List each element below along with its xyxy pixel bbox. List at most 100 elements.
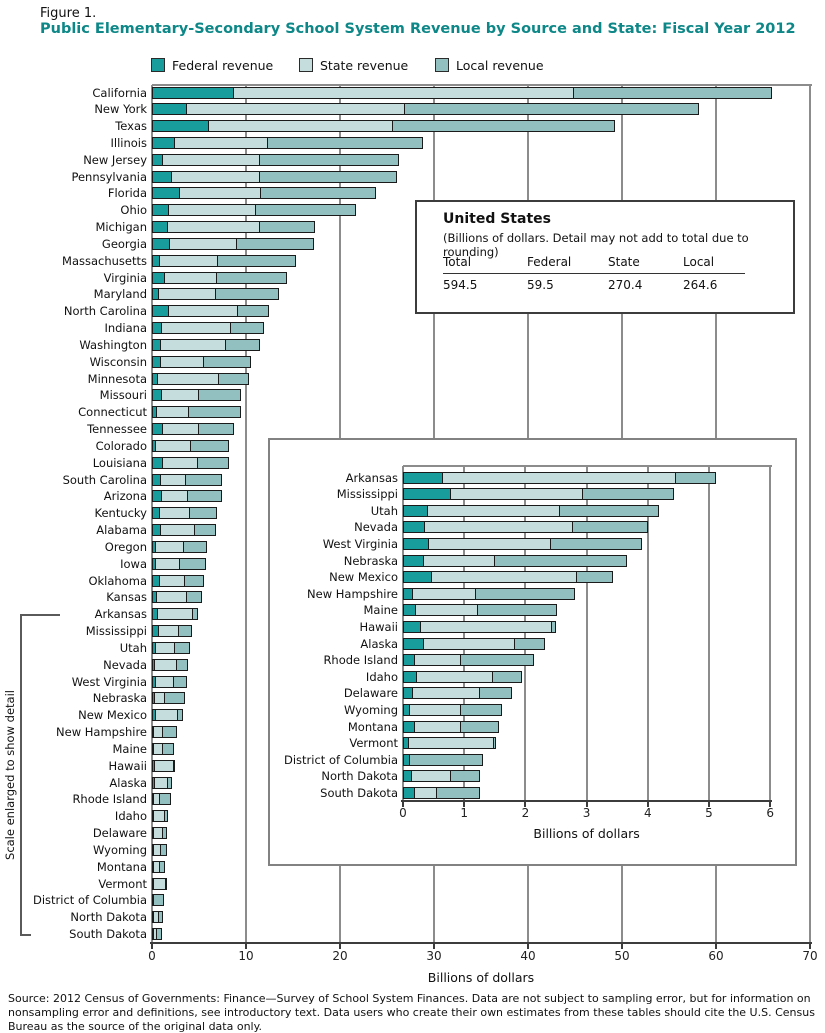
bar-segment-state — [208, 120, 394, 133]
us-box-title: United States — [443, 211, 551, 227]
bar-segment-state — [153, 759, 174, 772]
bar-segment-local — [492, 737, 497, 750]
bar-segment-local — [186, 490, 223, 503]
x-tick-label: 70 — [802, 949, 818, 963]
gridline — [769, 466, 772, 801]
axis-tick — [402, 802, 404, 807]
bar-segment-state — [153, 877, 167, 890]
us-box-subtitle: (Billions of dollars. Detail may not add… — [443, 231, 749, 259]
bar-segment-state — [157, 608, 194, 621]
state-label: New York — [94, 102, 147, 117]
state-bar — [152, 237, 314, 250]
scale-bracket-vertical — [20, 614, 22, 936]
state-label: Rhode Island — [323, 653, 398, 668]
us-table-header: Federal — [527, 255, 572, 269]
bar-segment-local — [163, 810, 169, 823]
state-bar — [152, 726, 178, 739]
state-bar — [403, 670, 522, 683]
bar-segment-local — [177, 625, 192, 638]
state-label: Pennsylvania — [71, 169, 147, 184]
x-tick-label: 5 — [705, 806, 713, 820]
state-label: Illinois — [110, 135, 148, 150]
bar-segment-state — [173, 136, 268, 149]
state-label: Massachusetts — [62, 253, 147, 268]
state-label: Wyoming — [344, 702, 398, 717]
bar-segment-state — [170, 170, 260, 183]
bar-segment-federal — [403, 537, 429, 550]
bar-segment-local — [449, 770, 480, 783]
state-label: California — [92, 85, 147, 100]
bar-segment-local — [258, 170, 398, 183]
state-bar — [152, 608, 199, 621]
state-bar — [403, 770, 480, 783]
bar-segment-local — [216, 254, 296, 267]
bar-segment-local — [160, 843, 167, 856]
bar-segment-local — [179, 557, 207, 570]
bar-segment-local — [459, 720, 499, 733]
state-label: Alabama — [96, 523, 147, 538]
bar-segment-local — [188, 406, 242, 419]
state-label: Georgia — [101, 236, 147, 251]
state-label: West Virginia — [322, 536, 398, 551]
bar-segment-local — [492, 670, 522, 683]
state-label: Rhode Island — [72, 792, 147, 807]
bar-segment-state — [162, 153, 261, 166]
bar-segment-local — [475, 587, 576, 600]
state-label: Montana — [96, 859, 147, 874]
state-bar — [152, 372, 249, 385]
bar-segment-local — [153, 894, 165, 907]
bar-segment-local — [409, 753, 484, 766]
bar-segment-state — [416, 670, 494, 683]
state-bar — [152, 153, 400, 166]
bar-segment-local — [159, 793, 171, 806]
bar-segment-local — [176, 658, 188, 671]
state-label: Nevada — [103, 657, 147, 672]
state-label: Arkansas — [94, 607, 147, 622]
bar-segment-local — [493, 554, 628, 567]
axis-tick — [769, 802, 772, 807]
bar-segment-state — [179, 187, 261, 200]
bar-segment-state — [154, 776, 169, 789]
legend-item: State revenue — [299, 57, 439, 73]
bar-segment-state — [427, 537, 552, 550]
bar-segment-state — [426, 504, 560, 517]
bar-segment-state — [411, 587, 477, 600]
x-axis-title: Billions of dollars — [533, 826, 640, 841]
state-bar — [152, 322, 264, 335]
bar-segment-local — [514, 637, 546, 650]
state-label: Delaware — [343, 686, 398, 701]
state-bar — [152, 894, 165, 907]
state-bar — [403, 720, 499, 733]
us-table-value: 59.5 — [527, 278, 554, 292]
state-bar — [152, 305, 270, 318]
x-axis-title: Billions of dollars — [427, 970, 535, 985]
gridline — [402, 466, 404, 801]
bar-segment-state — [449, 488, 584, 501]
bar-segment-federal — [152, 221, 168, 234]
bar-segment-local — [159, 860, 166, 873]
bar-segment-state — [154, 439, 192, 452]
gridline — [646, 466, 649, 801]
state-bar — [403, 786, 480, 799]
federal-swatch-icon — [151, 58, 165, 72]
bar-segment-state — [423, 554, 495, 567]
state-bar — [152, 507, 217, 520]
state-bar — [403, 488, 674, 501]
scale-bracket-top-tick — [20, 614, 60, 616]
bar-segment-local — [571, 521, 649, 534]
state-label: New Jersey — [83, 152, 147, 167]
bar-segment-state — [155, 406, 190, 419]
state-label: New Mexico — [78, 708, 147, 723]
state-label: Mississippi — [85, 624, 147, 639]
gridline — [708, 466, 710, 801]
plot-top-border — [403, 465, 773, 467]
state-bar — [152, 911, 163, 924]
gridline — [809, 85, 811, 943]
state-label: Nevada — [354, 520, 398, 535]
bar-segment-state — [154, 658, 178, 671]
state-bar — [152, 204, 356, 217]
bar-segment-local — [576, 571, 614, 584]
state-bar — [403, 537, 643, 550]
state-bar — [152, 776, 173, 789]
bar-segment-federal — [403, 488, 451, 501]
